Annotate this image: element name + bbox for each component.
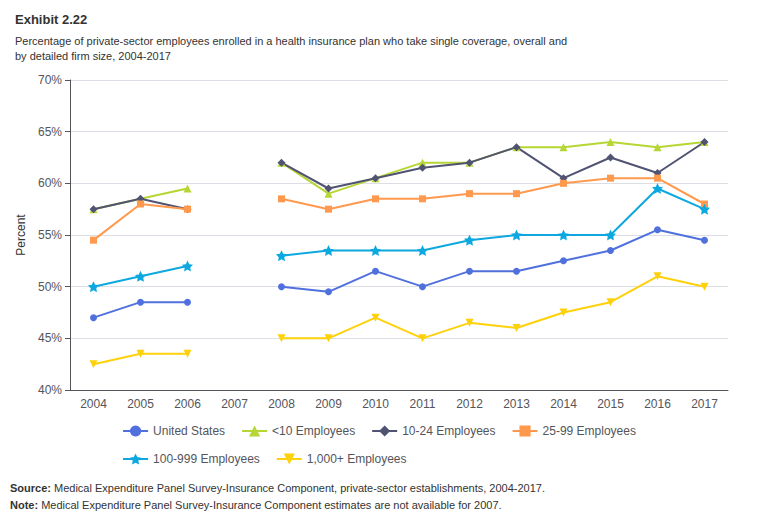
svg-text:25-99 Employees: 25-99 Employees [543,424,636,438]
svg-text:Exhibit 2.22: Exhibit 2.22 [15,12,87,27]
svg-text:2008: 2008 [268,397,295,411]
svg-text:60%: 60% [38,176,62,190]
svg-text:Percent: Percent [14,214,28,256]
svg-text:100-999 Employees: 100-999 Employees [153,452,260,466]
svg-text:2015: 2015 [597,397,624,411]
svg-text:55%: 55% [38,228,62,242]
svg-text:2005: 2005 [127,397,154,411]
svg-text:65%: 65% [38,125,62,139]
svg-text:2013: 2013 [503,397,530,411]
svg-text:50%: 50% [38,280,62,294]
svg-text:Note:: Note: [10,499,38,511]
svg-text:Source:: Source: [10,482,51,494]
svg-text:2012: 2012 [456,397,483,411]
svg-text:10-24 Employees: 10-24 Employees [402,424,495,438]
svg-text:70%: 70% [38,73,62,87]
svg-text:United States: United States [153,424,225,438]
svg-text:40%: 40% [38,383,62,397]
svg-text:Percentage of private-sector e: Percentage of private-sector employees e… [15,35,567,47]
svg-text:2016: 2016 [644,397,671,411]
svg-text:Medical Expenditure Panel Surv: Medical Expenditure Panel Survey-Insuran… [51,482,545,494]
svg-text:Medical Expenditure Panel Surv: Medical Expenditure Panel Survey-Insuran… [38,499,501,511]
svg-text:2014: 2014 [550,397,577,411]
svg-text:1,000+ Employees: 1,000+ Employees [307,452,407,466]
svg-text:2017: 2017 [691,397,718,411]
svg-text:2011: 2011 [410,397,436,411]
svg-text:<10 Employees: <10 Employees [272,424,355,438]
svg-text:45%: 45% [38,331,62,345]
svg-text:2009: 2009 [315,397,342,411]
svg-text:by detailed firm size, 2004-20: by detailed firm size, 2004-2017 [15,50,171,62]
svg-text:2010: 2010 [362,397,389,411]
svg-text:2006: 2006 [174,397,201,411]
svg-text:2004: 2004 [80,397,107,411]
svg-text:2007: 2007 [221,397,248,411]
